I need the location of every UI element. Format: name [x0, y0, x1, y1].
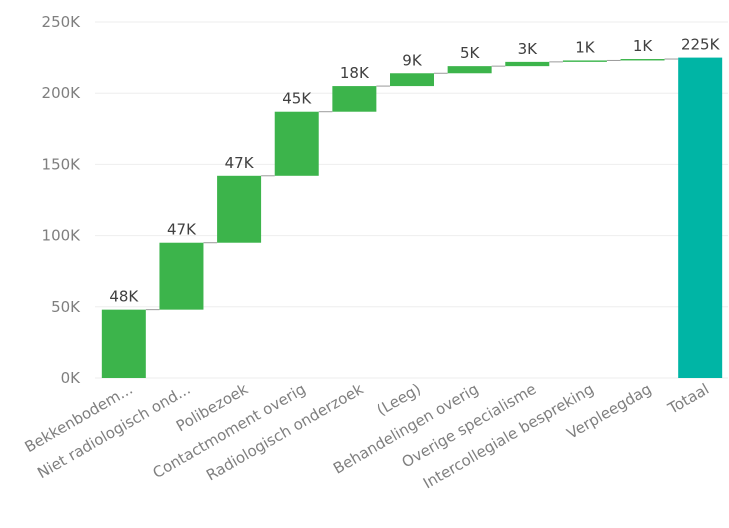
y-axis-tick-labels: 0K 50K 100K 150K 200K 250K — [42, 13, 82, 387]
increase-bar[interactable] — [620, 59, 665, 61]
data-label: 45K — [282, 90, 312, 108]
data-labels: 48K 47K 47K 45K 18K 9K 5K 3K 1K 1K 225K — [109, 36, 720, 306]
y-tick-label: 250K — [42, 13, 82, 31]
y-tick-label: 0K — [61, 369, 82, 387]
increase-bar[interactable] — [159, 242, 204, 310]
y-tick-label: 200K — [42, 84, 82, 102]
y-tick-label: 100K — [42, 227, 82, 245]
increase-bar[interactable] — [217, 175, 262, 243]
bars — [101, 57, 723, 378]
total-bar[interactable] — [678, 57, 723, 378]
data-label: 5K — [460, 44, 481, 62]
data-label: 18K — [340, 64, 370, 82]
increase-bar[interactable] — [390, 73, 434, 87]
increase-bar[interactable] — [562, 60, 607, 62]
data-label: 48K — [109, 288, 139, 306]
increase-bar[interactable] — [332, 86, 377, 112]
data-label: 47K — [167, 221, 197, 239]
y-tick-label: 150K — [42, 155, 82, 173]
data-label: 1K — [575, 38, 596, 56]
category-label: Totaal — [664, 380, 712, 418]
data-label: 47K — [225, 154, 255, 172]
data-label: 9K — [402, 51, 423, 69]
data-label: 225K — [681, 36, 721, 54]
y-tick-label: 50K — [51, 298, 81, 316]
increase-bar[interactable] — [447, 66, 492, 74]
category-labels: Bekkenbodem...Niet radiologisch ond...Po… — [22, 380, 713, 493]
increase-bar[interactable] — [274, 111, 319, 176]
data-label: 1K — [633, 37, 654, 55]
increase-bar[interactable] — [505, 61, 550, 67]
connectors — [145, 58, 679, 311]
data-label: 3K — [518, 40, 539, 58]
increase-bar[interactable] — [101, 309, 146, 378]
